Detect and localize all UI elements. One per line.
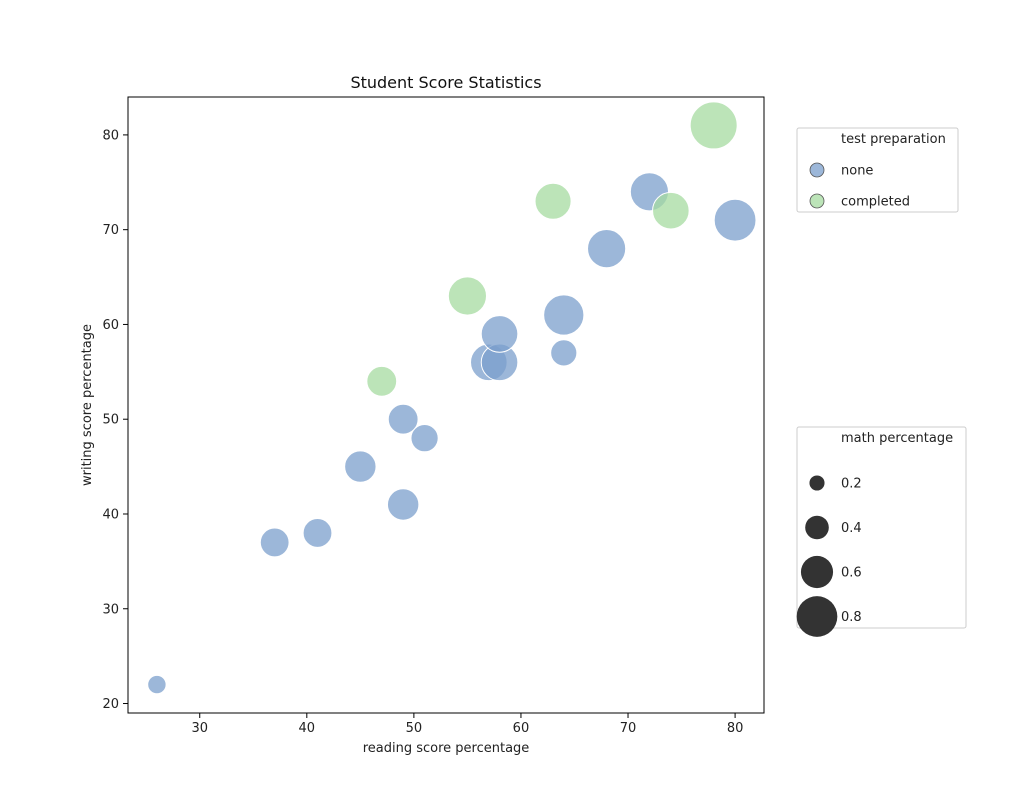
scatter-point xyxy=(410,424,439,453)
x-tick-label: 50 xyxy=(406,721,423,736)
legend-size-marker xyxy=(796,596,838,637)
math-percentage-legend: math percentage 0.2 0.4 0.6 0.8 xyxy=(796,426,967,637)
y-tick-label: 70 xyxy=(102,223,119,238)
legend-marker xyxy=(809,193,825,209)
legend-size-marker xyxy=(809,475,825,491)
scatter-point xyxy=(344,450,377,483)
legend-label: 0.8 xyxy=(841,610,862,625)
scatter-point xyxy=(689,101,738,150)
scatter-point xyxy=(259,527,290,558)
legend-title: test preparation xyxy=(841,132,946,147)
scatter-point xyxy=(480,315,519,353)
x-tick-label: 30 xyxy=(191,721,208,736)
legend-size-marker xyxy=(805,515,829,540)
scatter-point xyxy=(587,229,627,269)
y-tick-label: 80 xyxy=(102,128,119,143)
x-axis-label: reading score percentage xyxy=(363,741,530,756)
scatter-point xyxy=(302,518,333,548)
legend-frame xyxy=(796,127,959,213)
legend-label: 0.4 xyxy=(841,521,862,536)
scatter-points xyxy=(147,101,757,695)
y-tick-label: 30 xyxy=(102,602,119,617)
legend-marker xyxy=(809,162,825,178)
scatter-point xyxy=(387,403,419,435)
scatter-point xyxy=(147,674,167,695)
y-tick-label: 40 xyxy=(102,507,119,522)
legend-size-marker xyxy=(800,555,834,589)
y-tick-label: 20 xyxy=(102,697,119,712)
plot-area xyxy=(127,96,765,714)
chart-title: Student Score Statistics xyxy=(350,73,541,92)
scatter-point xyxy=(543,294,585,336)
y-tick-label: 60 xyxy=(102,318,119,333)
scatter-point xyxy=(652,191,690,230)
scatter-point xyxy=(447,276,487,316)
scatter-point xyxy=(366,365,398,397)
legend-title: math percentage xyxy=(841,431,953,446)
x-tick-label: 60 xyxy=(513,721,530,736)
x-tick-label: 70 xyxy=(620,721,637,736)
scatter-point xyxy=(713,198,757,242)
y-axis-label: writing score percentage xyxy=(80,324,95,486)
x-tick-label: 80 xyxy=(727,721,744,736)
legend-label: 0.6 xyxy=(841,566,862,581)
scatter-point xyxy=(386,488,420,521)
x-tick-label: 40 xyxy=(299,721,316,736)
scatter-point xyxy=(550,339,578,367)
legend-label: 0.2 xyxy=(841,477,862,492)
legend-label: none xyxy=(841,164,873,179)
y-tick-label: 50 xyxy=(102,413,119,428)
scatter-point xyxy=(534,182,572,220)
legend-frame xyxy=(796,426,967,629)
y-axis-ticks: 20 30 40 50 60 70 80 xyxy=(102,128,128,712)
x-axis-ticks: 30 40 50 60 70 80 xyxy=(191,713,743,736)
test-preparation-legend: test preparation none completed xyxy=(796,127,959,213)
legend-label: completed xyxy=(841,195,910,210)
